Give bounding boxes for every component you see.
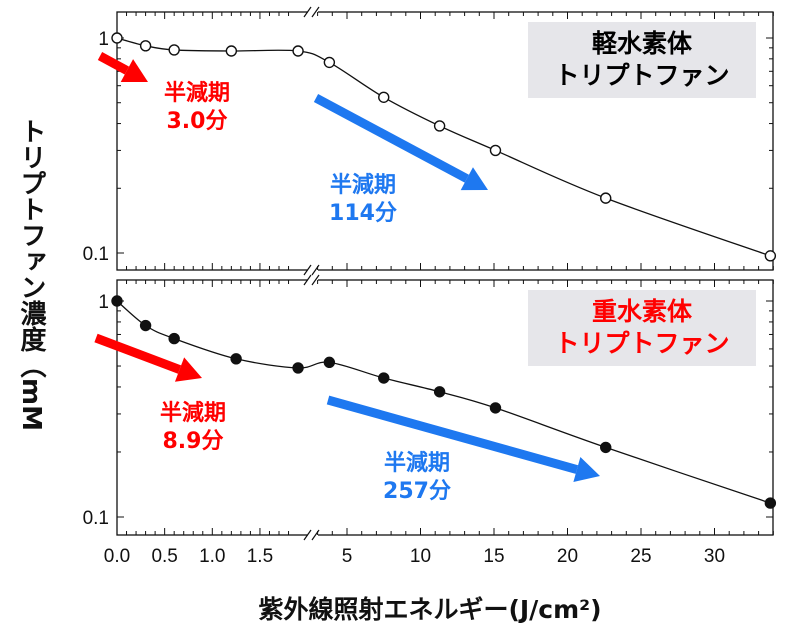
data-point <box>292 45 304 57</box>
annotation-line: 3.0分 <box>166 109 228 134</box>
red-arrow <box>94 333 182 374</box>
red-arrow <box>97 52 130 75</box>
top-panel-label: 軽水素体 トリプトファン <box>528 22 756 98</box>
half-life-annotation-bottom-late: 半減期 257分 <box>372 450 462 506</box>
y-tick-label: 1 <box>98 29 109 50</box>
bottom-panel-label: 重水素体 トリプトファン <box>528 290 756 366</box>
annotation-line: 半減期 <box>159 401 226 426</box>
data-point <box>323 356 336 369</box>
y-tick-label: 0.1 <box>83 244 109 265</box>
half-life-annotation-bottom-early: 半減期 8.9分 <box>148 400 238 456</box>
annotation-line: 114分 <box>329 201 397 226</box>
x-tick-label: 1.5 <box>247 546 273 567</box>
data-point <box>139 40 152 52</box>
data-point <box>225 45 238 57</box>
annotation-line: 半減期 <box>383 451 450 476</box>
red-arrow-head <box>120 59 148 82</box>
axis-break-gap <box>308 10 318 14</box>
axis-break-gap <box>308 268 318 272</box>
x-axis-label: 紫外線照射エネルギー(J/cm²) <box>258 595 602 624</box>
axis-break-mark <box>311 274 320 286</box>
data-point <box>111 295 123 307</box>
data-point <box>230 353 242 365</box>
data-point <box>600 192 612 204</box>
data-point <box>764 250 777 262</box>
label-line: トリプトファン <box>554 329 730 358</box>
data-point <box>378 91 390 103</box>
data-point <box>378 372 390 384</box>
half-life-annotation-top-early: 半減期 3.0分 <box>152 80 242 136</box>
blue-arrow-head <box>460 167 488 191</box>
data-point <box>168 332 180 345</box>
blue-arrow-head <box>573 457 600 483</box>
panel-frame <box>116 279 774 536</box>
x-tick-label: 5 <box>342 546 353 567</box>
x-tick-label: 25 <box>630 546 651 567</box>
axis-break-gap <box>308 278 318 282</box>
axis-break-mark <box>303 529 312 541</box>
data-point <box>489 144 502 157</box>
data-point <box>600 441 612 454</box>
axis-break-mark <box>303 6 312 18</box>
axis-break-mark <box>303 274 312 286</box>
data-point <box>433 120 446 132</box>
data-point <box>433 386 446 398</box>
x-tick-label: 1.0 <box>199 546 225 567</box>
axis-break-gap <box>308 533 318 537</box>
data-point <box>292 362 304 374</box>
x-tick-label: 30 <box>704 546 725 567</box>
data-point <box>764 497 777 509</box>
annotation-line: 257分 <box>383 479 451 504</box>
blue-arrow <box>326 395 579 474</box>
data-point <box>489 402 502 414</box>
half-life-annotation-top-late: 半減期 114分 <box>318 172 408 228</box>
data-point <box>111 32 123 44</box>
label-line: トリプトファン <box>554 61 730 90</box>
data-point <box>168 44 180 56</box>
y-tick-label: 0.1 <box>83 508 109 529</box>
x-tick-label: 10 <box>410 546 431 567</box>
x-tick-label: 15 <box>483 546 504 567</box>
annotation-line: 半減期 <box>329 173 396 198</box>
data-point <box>139 319 152 332</box>
blue-arrow <box>313 94 469 183</box>
red-arrow-head <box>174 357 202 382</box>
axis-break-mark <box>311 6 320 18</box>
x-tick-label: 0.5 <box>151 546 177 567</box>
annotation-line: 半減期 <box>163 81 230 106</box>
y-tick-label: 1 <box>98 292 109 313</box>
label-line: 重水素体 <box>591 297 692 326</box>
y-axis-label: トリプトファン濃度（mM <box>16 118 46 431</box>
label-line: 軽水素体 <box>591 29 692 58</box>
panel-frame <box>116 11 774 271</box>
x-tick-label: 0.0 <box>104 546 130 567</box>
x-tick-label: 20 <box>557 546 578 567</box>
data-point <box>323 56 336 69</box>
annotation-line: 8.9分 <box>162 429 224 454</box>
axis-break-mark <box>303 264 312 276</box>
